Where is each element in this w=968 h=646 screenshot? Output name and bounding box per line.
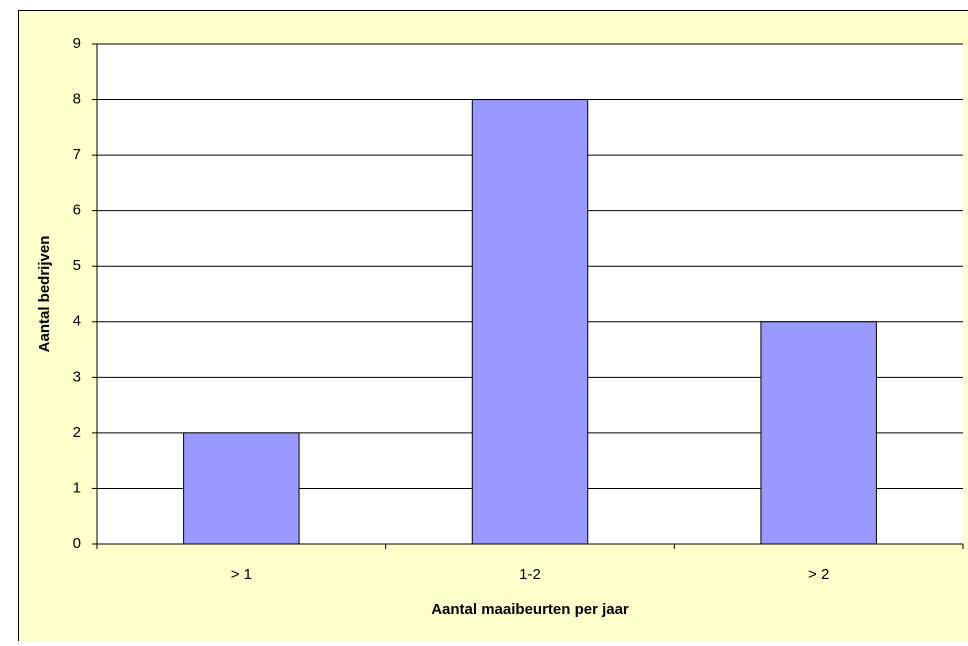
x-tick-label: > 2 bbox=[808, 566, 829, 583]
y-tick-label: 5 bbox=[73, 257, 81, 274]
y-tick-label: 8 bbox=[73, 91, 81, 108]
y-tick-label: 0 bbox=[73, 535, 81, 552]
y-tick-label: 3 bbox=[73, 368, 81, 385]
y-axis-title: Aantal bedrijven bbox=[36, 236, 53, 353]
y-tick-label: 7 bbox=[73, 146, 81, 163]
y-tick-label: 9 bbox=[73, 35, 81, 52]
bar bbox=[472, 100, 587, 544]
y-tick-label: 1 bbox=[73, 479, 81, 496]
x-tick-label: 1-2 bbox=[519, 566, 541, 583]
bar bbox=[184, 433, 299, 544]
x-axis-title: Aantal maaibeurten per jaar bbox=[431, 601, 629, 618]
y-tick-label: 4 bbox=[73, 313, 81, 330]
bar bbox=[761, 322, 876, 544]
x-tick-label: > 1 bbox=[231, 566, 252, 583]
y-tick-label: 2 bbox=[73, 424, 81, 441]
y-tick-label: 6 bbox=[73, 202, 81, 219]
